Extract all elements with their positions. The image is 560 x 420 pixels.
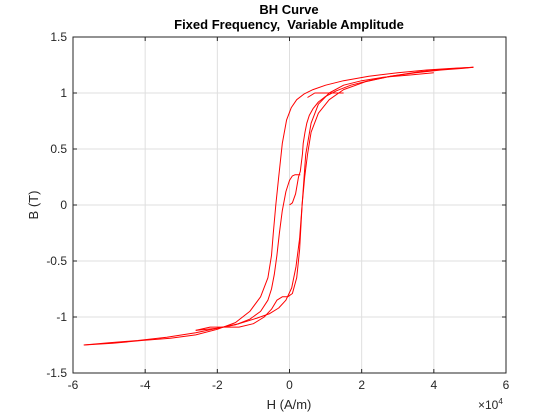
y-axis-label: B (T)	[26, 191, 41, 220]
y-tick-label: -1.5	[46, 366, 67, 380]
chart-title: BH Curve	[259, 2, 318, 17]
x-axis-label: H (A/m)	[267, 397, 312, 412]
bh-curve-segment-2	[83, 66, 474, 346]
bh-curve-segment-3	[83, 66, 474, 346]
x-tick-label: -4	[140, 378, 151, 392]
bh-curve-segment-6	[307, 92, 344, 98]
chart-subtitle: Fixed Frequency, Variable Amplitude	[174, 17, 404, 32]
x-exponent-power: 4	[498, 397, 503, 406]
y-tick-label: -1	[56, 310, 67, 324]
x-tick-label: -2	[212, 378, 223, 392]
x-tick-label: 0	[286, 378, 293, 392]
y-tick-label: 1.5	[50, 30, 67, 44]
x-tick-label: 6	[503, 378, 510, 392]
x-tick-label: -6	[68, 378, 79, 392]
x-tick-label: 4	[430, 378, 437, 392]
axis-ticks: -6 -4 -2 0 2 4 6 -1.5 -1 -0.5 0 0.5 1 1.5	[46, 30, 509, 392]
y-tick-label: -0.5	[46, 254, 67, 268]
y-tick-label: 1	[60, 86, 67, 100]
y-tick-label: 0	[60, 198, 67, 212]
x-tick-label: 2	[358, 378, 365, 392]
bh-curve-segment-4	[195, 174, 301, 331]
y-tick-label: 0.5	[50, 142, 67, 156]
x-exponent-base: ×10	[478, 398, 499, 412]
series-layer	[83, 66, 474, 346]
bh-curve-segment-5	[195, 72, 434, 331]
x-axis-exponent: ×104	[478, 397, 503, 412]
